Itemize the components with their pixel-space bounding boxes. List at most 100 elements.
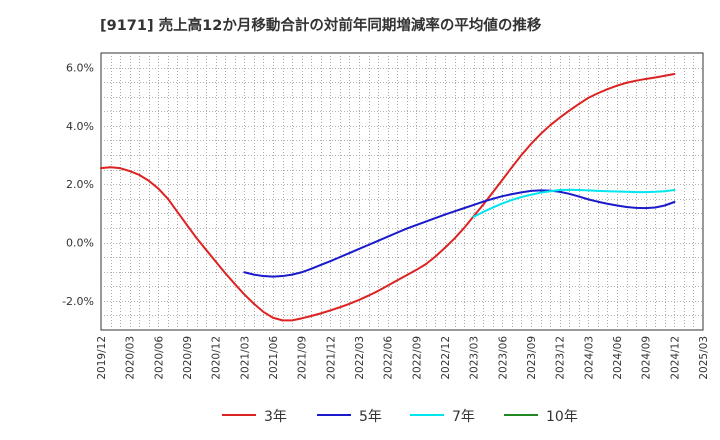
data-point: [310, 315, 313, 317]
data-point: [348, 252, 351, 254]
data-point: [568, 188, 571, 191]
data-point: [377, 239, 380, 242]
data-point: [205, 248, 208, 251]
data-point: [654, 76, 657, 79]
data-point: [577, 195, 580, 198]
legend-swatch: [222, 414, 256, 416]
data-point: [319, 312, 322, 315]
data-point: [568, 109, 571, 112]
data-point: [186, 224, 188, 226]
data-point: [272, 316, 274, 319]
data-point: [673, 189, 676, 191]
data-point: [625, 206, 628, 208]
data-point: [252, 302, 255, 305]
data-point: [491, 191, 494, 194]
data-point: [606, 202, 609, 205]
legend-swatch: [504, 414, 538, 416]
data-point: [262, 311, 265, 313]
data-point: [520, 196, 523, 198]
data-point: [367, 243, 370, 246]
data-point: [291, 273, 294, 276]
data-point: [109, 166, 112, 169]
data-point: [549, 190, 552, 193]
x-tick-label: 2023/03: [469, 336, 481, 380]
data-point: [358, 248, 360, 250]
data-point: [424, 220, 427, 223]
x-tick-label: 2020/06: [153, 336, 165, 380]
y-tick-label: 0.0%: [66, 237, 94, 250]
data-point: [252, 273, 255, 276]
data-point: [396, 231, 399, 234]
data-point: [577, 103, 580, 105]
data-point: [616, 84, 618, 87]
data-point: [233, 283, 236, 285]
data-point: [482, 203, 485, 206]
data-point: [501, 195, 504, 198]
data-point: [262, 275, 265, 277]
data-point: [396, 279, 399, 282]
data-point: [463, 227, 466, 229]
data-point: [147, 179, 150, 182]
data-point: [673, 73, 676, 75]
data-point: [587, 198, 590, 201]
data-point: [224, 272, 227, 275]
data-point: [281, 275, 284, 277]
data-point: [654, 190, 657, 193]
data-point: [663, 74, 666, 77]
data-point: [367, 294, 370, 297]
data-point: [100, 167, 102, 170]
data-point: [434, 255, 437, 258]
y-tick-label: 4.0%: [66, 120, 94, 133]
data-point: [424, 263, 427, 265]
data-point: [472, 204, 475, 206]
x-tick-label: 2020/12: [211, 336, 223, 380]
legend-label: 10年: [546, 409, 578, 425]
data-point: [482, 200, 485, 203]
data-point: [195, 237, 198, 240]
legend-label: 5年: [359, 409, 382, 425]
data-point: [434, 217, 437, 219]
legend-swatch: [410, 414, 444, 416]
data-point: [405, 227, 408, 230]
data-point: [510, 193, 513, 196]
data-point: [510, 199, 513, 201]
data-point: [338, 256, 341, 259]
data-point: [510, 166, 513, 169]
data-point: [654, 206, 657, 209]
data-point: [444, 213, 446, 216]
data-point: [530, 143, 532, 145]
data-point: [587, 189, 590, 192]
data-point: [405, 274, 408, 277]
data-point: [281, 319, 284, 322]
data-point: [663, 190, 666, 193]
data-point: [358, 299, 360, 301]
x-tick-label: 2023/09: [526, 336, 538, 380]
data-point: [214, 260, 217, 263]
data-point: [166, 197, 169, 200]
data-point: [558, 190, 561, 193]
x-tick-label: 2021/12: [325, 336, 337, 380]
x-tick-label: 2022/09: [411, 336, 423, 380]
data-point: [596, 200, 599, 203]
data-point: [635, 191, 638, 193]
data-point: [291, 319, 294, 322]
x-tick-label: 2023/06: [497, 336, 509, 380]
data-point: [530, 193, 532, 196]
data-point: [558, 116, 561, 119]
data-point: [310, 267, 313, 270]
data-point: [520, 191, 523, 194]
data-point: [616, 204, 618, 207]
data-point: [386, 284, 389, 287]
y-tick-label: 6.0%: [66, 62, 94, 75]
x-tick-label: 2021/06: [268, 336, 280, 380]
data-point: [539, 189, 542, 192]
data-point: [243, 271, 246, 274]
data-point: [453, 210, 456, 213]
series-line: [472, 188, 676, 218]
data-point: [386, 235, 389, 238]
data-point: [596, 190, 599, 192]
x-tick-label: 2020/09: [182, 336, 194, 380]
data-point: [644, 191, 647, 193]
data-point: [635, 79, 638, 82]
